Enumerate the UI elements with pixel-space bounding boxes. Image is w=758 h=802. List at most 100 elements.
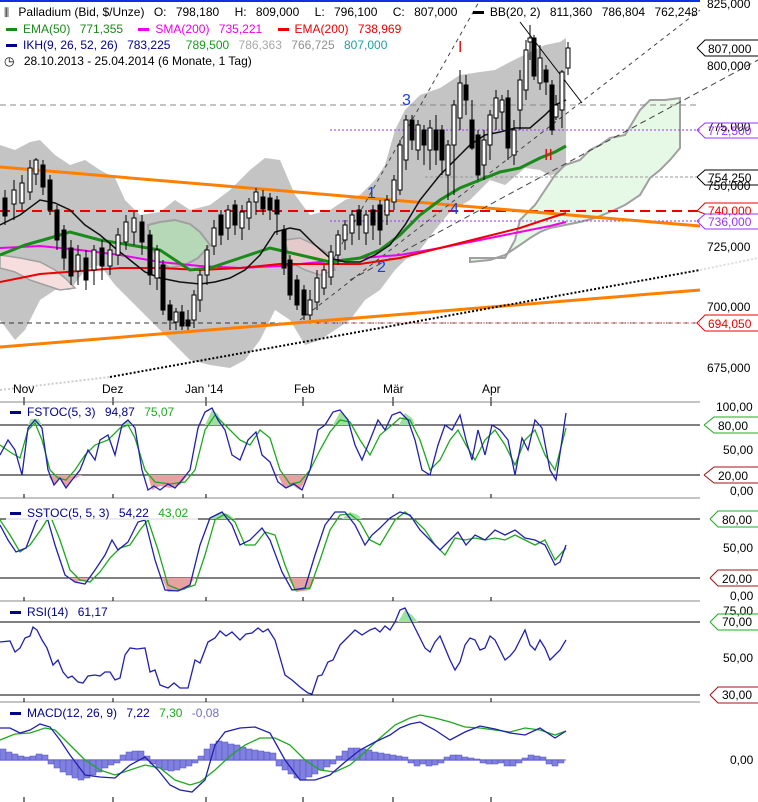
sma200-swatch [138,28,150,32]
macd-histogram-value: -0,08 [191,706,220,720]
bb-upper: 811,360 [549,5,593,19]
clock-icon: ◷ [4,54,15,68]
price-marker-736: 736,000 [696,213,758,230]
header-row-1: ⫼ Palladium (Bid, $/Unze) O: 798,180 H: … [4,5,704,20]
svg-text:736,000: 736,000 [708,215,752,229]
rsi-panel [0,607,700,696]
macd-axis: 0,00 [730,753,754,767]
sstoc-panel [0,508,700,592]
price-marker-754-250: 754,250 [696,169,758,186]
period-range: 28.10.2013 - 25.04.2014 (6 Monate, 1 Tag… [23,54,252,68]
bb-middle-line [0,99,567,285]
rsi-label: RSI(14) [27,605,69,619]
svg-text:Nov: Nov [13,382,34,396]
macd-legend: MACD(12, 26, 9) 7,22 7,30 -0,08 [6,706,230,720]
sstoc-legend: SSTOC(5, 5, 3) 54,22 43,02 [6,506,199,520]
dotted-support-ext [699,257,758,271]
wave-label-2: 2 [377,259,386,276]
sstoc-label: SSTOC(5, 5, 3) [27,506,110,520]
svg-text:800,000: 800,000 [707,59,751,73]
fstoc-label: FSTOC(5, 3) [27,405,96,419]
wave-label-4: 4 [450,201,459,218]
header-row-4: ◷ 28.10.2013 - 25.04.2014 (6 Monate, 1 T… [4,54,258,68]
fstoc-value-1: 94,87 [104,405,135,419]
svg-text:675,000: 675,000 [707,361,751,375]
rsi-swatch [10,611,21,615]
svg-text:50,00: 50,00 [723,541,753,555]
ema50-swatch [6,28,17,32]
rsi-legend: RSI(14) 61,17 [6,605,118,619]
wave-label-1: 1 [367,185,376,202]
candlestick-icon: ⫼ [4,7,10,19]
rsi-axis: 75,00 50,00 70,00 30,00 [709,604,758,704]
ema50-label: EMA(50) 771,355 [23,22,124,36]
x-axis: Nov Dez Jan '14 Feb Mär Apr [13,382,501,402]
price-marker-772-500: 772,500 [696,122,758,139]
svg-text:20,00: 20,00 [718,469,748,483]
ikh-value-5: 807,000 [344,38,388,52]
sstoc-swatch [10,512,21,516]
sstoc-value-1: 54,22 [118,506,149,520]
ema200-line [0,212,567,283]
svg-text:Mär: Mär [383,382,404,396]
close-label: C: 807,000 [392,5,458,19]
instrument-title: Palladium (Bid, $/Unze) [18,5,145,19]
dotted-support-faint [0,376,111,391]
ema200-swatch [277,28,289,32]
svg-text:700,000: 700,000 [707,300,751,314]
ema200-label: EMA(200) 738,969 [294,22,402,36]
bb-swatch [472,11,484,15]
svg-text:50,00: 50,00 [723,443,753,457]
wave-label-II: II [544,147,553,164]
svg-text:750,000: 750,000 [707,179,751,193]
bb-lower: 762,248 [654,5,698,19]
svg-text:725,000: 725,000 [707,240,751,254]
sstoc-axis: 50,00 0,00 80,00 20,00 [709,510,758,603]
ikh-label: IKH(9, 26, 52, 26) 783,225 [23,38,171,52]
svg-text:70,00: 70,00 [722,615,752,629]
open-label: O: 798,180 [153,5,220,19]
svg-text:0,00: 0,00 [730,484,754,498]
ikh-value-4: 766,725 [291,38,335,52]
bollinger-band-fill [0,38,566,368]
fstoc-swatch [10,411,21,415]
wave-label-I: I [458,39,462,56]
panel-month-ticks [23,402,492,802]
svg-text:Jan '14: Jan '14 [185,382,224,396]
price-marker-807: 807,000 [696,39,758,57]
svg-text:100,00: 100,00 [716,400,753,414]
svg-text:Feb: Feb [294,382,315,396]
svg-text:772,500: 772,500 [708,124,752,138]
macd-panel [0,714,567,793]
ikh-value-3: 786,363 [238,38,282,52]
sma200-label: SMA(200) 735,221 [155,22,263,36]
bb-mid: 786,804 [601,5,646,19]
low-label: L: 796,100 [314,5,378,19]
svg-text:825,000: 825,000 [707,0,751,11]
header-row-2: EMA(50) 771,355 SMA(200) 735,221 EMA(200… [6,22,413,36]
bb-label: BB(20, 2) [489,5,541,19]
trend-line-upper [0,165,701,228]
channel-line-lower [349,59,758,281]
macd-signal-value: 7,30 [159,706,183,720]
price-marker-694-050: 694,050 [696,314,758,332]
trend-line-lower [0,288,701,349]
svg-text:694,050: 694,050 [708,317,752,331]
ikh-value-2: 789,500 [185,38,230,52]
svg-text:0,00: 0,00 [730,753,754,767]
rsi-value: 61,17 [77,605,108,619]
high-label: H: 809,000 [234,5,300,19]
svg-text:Apr: Apr [482,382,501,396]
macd-swatch [10,712,21,716]
macd-label: MACD(12, 26, 9) [27,706,118,720]
svg-text:50,00: 50,00 [723,651,753,665]
fstoc-panel [0,407,700,492]
svg-text:0,00: 0,00 [730,589,754,603]
sstoc-value-2: 43,02 [158,506,189,520]
main-price-axis: 825,000 800,000 775,000 750,000 725,000 … [707,0,751,375]
ikh-swatch [6,44,17,48]
macd-value: 7,22 [126,706,150,720]
candlesticks [2,25,571,330]
wave-label-3: 3 [402,92,411,109]
ichimoku-cloud-red [0,254,77,291]
